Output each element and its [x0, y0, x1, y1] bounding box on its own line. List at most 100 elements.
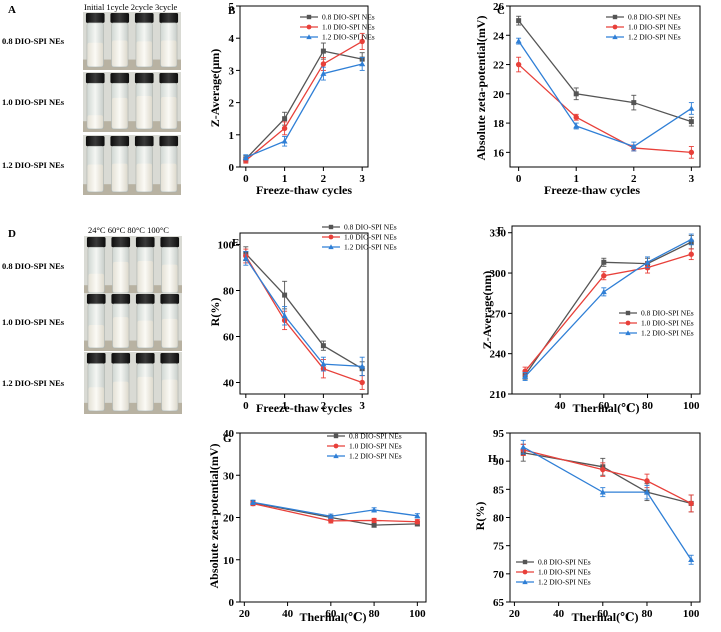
- vial-cap: [159, 136, 179, 147]
- vial-cap: [160, 294, 180, 304]
- vial-cap: [111, 353, 131, 364]
- series-2: [515, 56, 695, 159]
- vial-cap: [134, 73, 154, 84]
- vial-photo: [84, 236, 182, 296]
- x-axis-title: Thermal(℃): [571, 610, 638, 624]
- data-point-triangle: [688, 556, 695, 563]
- x-tick-label: 0: [243, 173, 249, 185]
- y-tick-label: 80: [493, 513, 505, 525]
- vial-cap: [110, 73, 130, 84]
- vial-cap: [110, 13, 130, 23]
- chart-c: C 0 1 2 3 16 18 20 22 24 26 Freeze-thaw cycles Absol…: [474, 1, 701, 197]
- plot-frame: [509, 5, 701, 168]
- series-line: [252, 502, 418, 523]
- legend-label: 0.8 DIO-SPI NEs: [349, 432, 402, 441]
- y-tick-label: 18: [493, 118, 505, 130]
- chart-g: G 20 40 60 80 100 0 10 20 30 40 Thermal(℃) Absolute …: [207, 428, 427, 624]
- vial-cap: [85, 73, 105, 84]
- y-tick-label: 210: [490, 389, 507, 401]
- legend-marker-triangle: [522, 579, 528, 585]
- data-point-square: [320, 48, 326, 54]
- series-line: [245, 63, 363, 158]
- legend-label: 1.2 DIO-SPI NEs: [349, 452, 402, 461]
- x-tick-label: 60: [325, 608, 337, 620]
- x-axis-title: Freeze-thaw cycles: [256, 401, 352, 415]
- data-point-triangle: [249, 499, 256, 505]
- x-tick-label: 60: [598, 400, 610, 412]
- data-point-circle: [371, 517, 377, 524]
- data-point-triangle: [688, 236, 695, 242]
- data-point-square: [516, 18, 522, 24]
- x-tick-label: 100: [683, 400, 700, 412]
- plot-frame: [239, 232, 369, 395]
- data-point-circle: [328, 518, 334, 524]
- x-tick-label: 40: [555, 400, 567, 412]
- legend-marker-square: [612, 14, 618, 20]
- series-3: [522, 233, 695, 382]
- vial-emulsion: [87, 164, 104, 191]
- row-label: 1.0 DIO-SPI NEs: [2, 317, 65, 327]
- legend-label: 0.8 DIO-SPI NEs: [628, 13, 681, 22]
- y-tick-label: 20: [223, 513, 235, 525]
- legend-label: 1.0 DIO-SPI NEs: [538, 568, 591, 577]
- data-point-triangle: [327, 513, 334, 519]
- x-tick-label: 2: [631, 173, 637, 185]
- vial-emulsion: [112, 261, 129, 292]
- legend-label: 1.0 DIO-SPI NEs: [628, 23, 681, 32]
- legend-label: 0.8 DIO-SPI NEs: [344, 223, 397, 232]
- legend-marker-square: [522, 559, 528, 565]
- vial-emulsion: [111, 40, 128, 66]
- y-axis-title: Absolute zeta-potential(mV): [474, 16, 488, 161]
- series-2: [243, 32, 365, 164]
- legend-label: 1.2 DIO-SPI NEs: [322, 33, 375, 42]
- legend-marker-circle: [625, 320, 631, 326]
- vial-emulsion: [137, 260, 154, 292]
- y-tick-label: 90: [493, 456, 505, 468]
- photo-panel-a: A Initial 1cycle 2cycle 3cycle 0.8 DIO-SPI…: [2, 2, 181, 195]
- y-axis-title: R(%): [208, 298, 222, 327]
- x-tick-label: 2: [321, 173, 327, 185]
- vial-cap: [160, 353, 180, 364]
- panel-letter: H: [488, 453, 497, 465]
- data-point-triangle: [600, 288, 607, 295]
- series-2: [520, 443, 694, 513]
- y-axis-title: Z-Average(nm): [480, 271, 494, 349]
- vial-header: 24°C 60°C 80°C 100°C: [88, 225, 169, 235]
- y-tick-label: 75: [493, 541, 505, 553]
- vial-emulsion: [137, 376, 154, 410]
- y-tick-label: 240: [490, 349, 507, 361]
- data-point-triangle: [573, 123, 580, 129]
- vial-photo: [83, 72, 181, 132]
- y-axis-title: R(%): [473, 502, 487, 531]
- vial-emulsion: [161, 318, 178, 347]
- vial-cap: [160, 237, 180, 248]
- panel-letter: G: [223, 433, 232, 445]
- legend-label: 0.8 DIO-SPI NEs: [322, 13, 375, 22]
- data-point-square: [320, 343, 326, 349]
- photo-panel-d: D 24°C 60°C 80°C 100°C 0.8 DIO-SPI NEs 1.0 …: [2, 225, 182, 414]
- vial-emulsion: [111, 97, 128, 128]
- vial-emulsion: [88, 325, 105, 347]
- vial-cap: [86, 294, 106, 304]
- y-tick-label: 4: [229, 33, 235, 45]
- data-point-circle: [359, 38, 365, 45]
- data-point-triangle: [371, 506, 378, 513]
- data-point-circle: [573, 114, 579, 120]
- x-tick-label: 3: [359, 173, 365, 185]
- x-tick-label: 2: [321, 400, 327, 412]
- legend-marker-circle: [333, 443, 339, 449]
- x-tick-label: 0: [516, 173, 522, 185]
- y-tick-label: 2: [229, 98, 235, 110]
- series-3: [242, 57, 366, 161]
- x-tick-label: 20: [239, 608, 251, 620]
- legend-label: 0.8 DIO-SPI NEs: [641, 309, 694, 318]
- y-tick-label: 70: [493, 569, 505, 581]
- panel-letter: A: [8, 4, 16, 16]
- vial-emulsion: [87, 115, 104, 128]
- vial-emulsion: [160, 163, 177, 191]
- y-tick-label: 60: [223, 332, 235, 344]
- series-3: [520, 439, 695, 565]
- y-tick-label: 1: [229, 130, 235, 142]
- series-1: [250, 500, 420, 528]
